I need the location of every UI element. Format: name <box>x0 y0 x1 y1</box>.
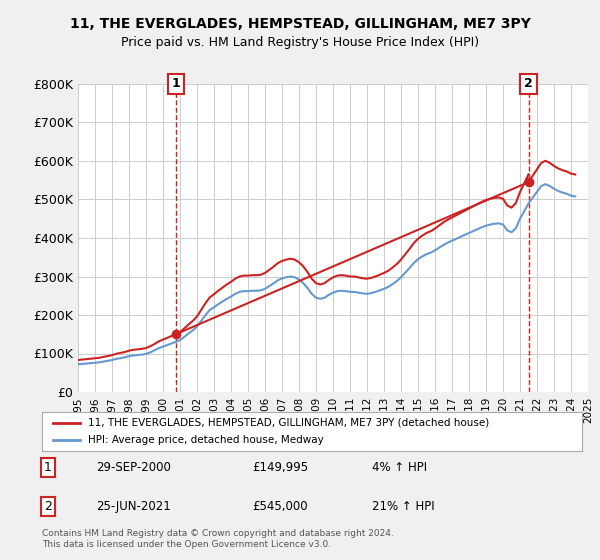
Text: 1: 1 <box>172 77 180 91</box>
Text: 25-JUN-2021: 25-JUN-2021 <box>96 500 171 514</box>
Text: 1: 1 <box>44 461 52 474</box>
Text: 29-SEP-2000: 29-SEP-2000 <box>96 461 171 474</box>
Text: 2: 2 <box>524 77 533 91</box>
Text: £149,995: £149,995 <box>252 461 308 474</box>
Text: Contains HM Land Registry data © Crown copyright and database right 2024.
This d: Contains HM Land Registry data © Crown c… <box>42 529 394 549</box>
Text: 2: 2 <box>44 500 52 514</box>
Text: 11, THE EVERGLADES, HEMPSTEAD, GILLINGHAM, ME7 3PY (detached house): 11, THE EVERGLADES, HEMPSTEAD, GILLINGHA… <box>88 418 489 428</box>
Text: Price paid vs. HM Land Registry's House Price Index (HPI): Price paid vs. HM Land Registry's House … <box>121 36 479 49</box>
Text: £545,000: £545,000 <box>252 500 308 514</box>
Text: 11, THE EVERGLADES, HEMPSTEAD, GILLINGHAM, ME7 3PY: 11, THE EVERGLADES, HEMPSTEAD, GILLINGHA… <box>70 17 530 31</box>
Text: HPI: Average price, detached house, Medway: HPI: Average price, detached house, Medw… <box>88 435 323 445</box>
Text: 21% ↑ HPI: 21% ↑ HPI <box>372 500 434 514</box>
Text: 4% ↑ HPI: 4% ↑ HPI <box>372 461 427 474</box>
